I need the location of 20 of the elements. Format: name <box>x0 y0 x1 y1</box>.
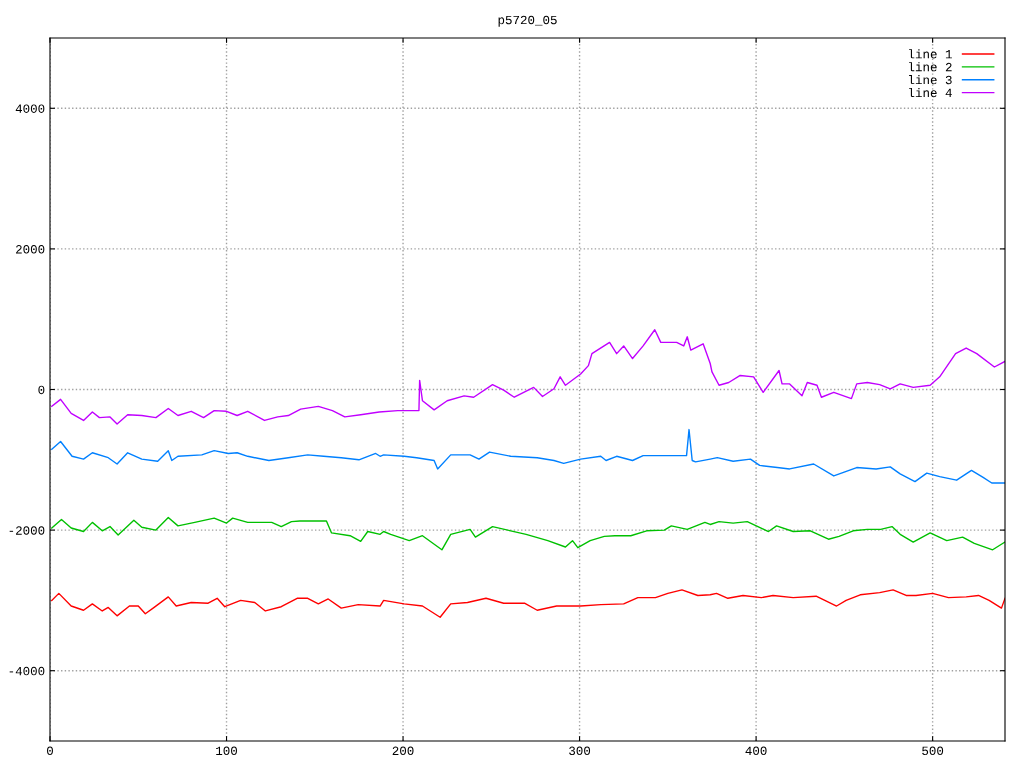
x-tick-label: 0 <box>47 746 53 756</box>
y-tick-label: 0 <box>38 385 45 395</box>
legend-label: line 4 <box>909 87 952 98</box>
y-tick-label: 2000 <box>16 245 45 254</box>
x-tick-label: 100 <box>216 746 238 756</box>
line-series <box>51 428 1005 484</box>
legend-label: line 1 <box>909 49 952 59</box>
line-series <box>51 516 1005 551</box>
y-tick-label: -4000 <box>9 666 45 676</box>
x-tick-label: 300 <box>569 746 591 756</box>
x-tick-label: 200 <box>392 746 414 756</box>
y-tick-label: 4000 <box>15 104 45 113</box>
x-tick-label: 500 <box>922 746 944 756</box>
line-series <box>51 329 1005 425</box>
chart-title: p5720_05 <box>498 15 557 27</box>
line-series <box>51 589 1005 618</box>
legend-label: line 3 <box>909 75 952 85</box>
legend-label: line 2 <box>909 62 952 72</box>
y-tick-label: -2000 <box>9 526 45 535</box>
x-tick-label: 400 <box>745 746 767 756</box>
